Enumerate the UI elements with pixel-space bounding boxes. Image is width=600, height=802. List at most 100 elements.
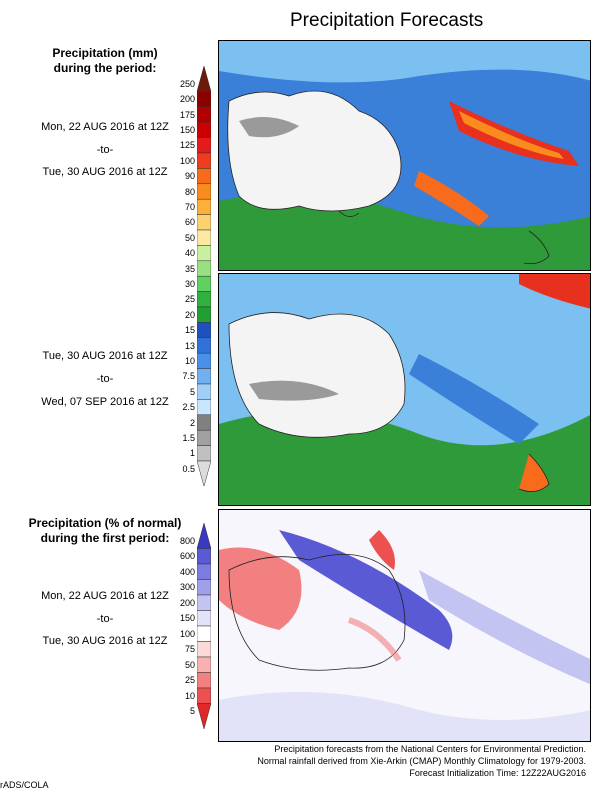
colorbar-tick-label: 10	[184, 355, 195, 366]
credit-text: rADS/COLA	[0, 780, 49, 790]
colorbar-segment	[197, 625, 211, 642]
colorbar-segment	[197, 672, 211, 689]
colorbar-segment	[197, 337, 211, 354]
colorbar-tick-label: 13	[184, 340, 195, 351]
colorbar-segment	[197, 579, 211, 596]
colorbar-tick-label: 25	[184, 675, 195, 686]
colorbar-tick-label: 1.5	[182, 432, 195, 443]
colorbar-segment	[197, 656, 211, 673]
colorbar-tick-label: 80	[184, 186, 195, 197]
colorbar-segment	[197, 383, 211, 400]
period2-separator: -to-	[96, 373, 114, 385]
precip-anomaly-map	[219, 510, 590, 741]
colorbar-segment	[197, 703, 211, 729]
colorbar-tick-label: 7.5	[182, 371, 195, 382]
period2-start: Tue, 30 AUG 2016 at 12Z	[42, 350, 168, 362]
colorbar-segment	[197, 214, 211, 231]
colorbar-tick-label: 300	[179, 582, 195, 593]
colorbar-tick-label: 400	[179, 566, 195, 577]
colorbar-segment	[197, 198, 211, 215]
period1-end: Tue, 30 AUG 2016 at 12Z	[42, 166, 168, 178]
colorbar-tick-label: 70	[184, 201, 195, 212]
colorbar-segment	[197, 152, 211, 169]
colorbar-segment	[197, 121, 211, 138]
colorbar-tick-label: 2	[189, 417, 195, 428]
colorbar-tick-label: 0.5	[182, 463, 195, 474]
colorbar-tick-label: 5	[189, 706, 195, 717]
colorbar-segment	[197, 183, 211, 200]
colorbar-tick-label: 25	[184, 294, 195, 305]
colorbar-tick-label: 20	[184, 309, 195, 320]
precip-map-week2	[219, 274, 590, 505]
colorbar-tick-label: 5	[189, 386, 195, 397]
colorbar-segment	[197, 229, 211, 246]
colorbar-tick-label: 90	[184, 171, 195, 182]
colorbar-tick-label: 50	[184, 232, 195, 243]
colorbar-segment	[197, 352, 211, 369]
colorbar-segment	[197, 322, 211, 339]
colorbar-tick-label: 250	[179, 78, 195, 89]
colorbar-segment	[197, 66, 211, 92]
colorbar-tick-label: 1	[189, 448, 195, 459]
colorbar-tick-label: 150	[179, 613, 195, 624]
colorbar-tick-label: 2.5	[182, 402, 195, 413]
colorbar-segment	[197, 245, 211, 262]
colorbar-tick-label: 10	[184, 690, 195, 701]
map-panel-anomaly	[218, 509, 591, 742]
colorbar-segment	[197, 275, 211, 292]
colorbar-tick-label: 30	[184, 278, 195, 289]
colorbar-segment	[197, 548, 211, 565]
map-panel-week2	[218, 273, 591, 506]
colorbar-tick-label: 75	[184, 644, 195, 655]
colorbar-segment	[197, 687, 211, 704]
map-panel-week1	[218, 40, 591, 271]
colorbar-tick-label: 60	[184, 217, 195, 228]
precip-heading-line1: Precipitation (mm)	[52, 46, 158, 60]
colorbar-segment	[197, 291, 211, 308]
colorbar-segment	[197, 91, 211, 108]
colorbar-tick-label: 40	[184, 248, 195, 259]
colorbar-tick-label: 50	[184, 659, 195, 670]
colorbar-segment	[197, 260, 211, 277]
colorbar-tick-label: 800	[179, 535, 195, 546]
percent-colorbar	[197, 523, 211, 729]
period3-start: Mon, 22 AUG 2016 at 12Z	[41, 590, 169, 602]
colorbar-tick-label: 125	[179, 140, 195, 151]
footer-normals: Normal rainfall derived from Xie-Arkin (…	[257, 756, 586, 766]
period1-start: Mon, 22 AUG 2016 at 12Z	[41, 121, 169, 133]
colorbar-segment	[197, 399, 211, 416]
colorbar-segment	[197, 137, 211, 154]
precip-heading: Precipitation (mm) during the period:	[0, 46, 210, 76]
percent-heading-line1: Precipitation (% of normal)	[28, 516, 182, 530]
colorbar-segment	[197, 563, 211, 580]
colorbar-tick-label: 175	[179, 109, 195, 120]
colorbar-segment	[197, 523, 211, 549]
percent-heading: Precipitation (% of normal) during the f…	[0, 516, 210, 546]
colorbar-segment	[197, 445, 211, 462]
footer-init-time: Forecast Initialization Time: 12Z22AUG20…	[409, 768, 586, 778]
colorbar-segment	[197, 594, 211, 611]
colorbar-segment	[197, 460, 211, 487]
colorbar-tick-label: 600	[179, 551, 195, 562]
colorbar-tick-label: 200	[179, 94, 195, 105]
colorbar-tick-label: 200	[179, 597, 195, 608]
colorbar-segment	[197, 106, 211, 123]
period3-end: Tue, 30 AUG 2016 at 12Z	[42, 635, 168, 647]
period1-separator: -to-	[96, 144, 114, 156]
colorbar-segment	[197, 368, 211, 385]
period2-end: Wed, 07 SEP 2016 at 12Z	[41, 396, 169, 408]
footer-source: Precipitation forecasts from the Nationa…	[274, 744, 586, 754]
page-title: Precipitation Forecasts	[290, 10, 484, 31]
colorbar-segment	[197, 429, 211, 446]
colorbar-segment	[197, 168, 211, 185]
period3-separator: -to-	[96, 613, 114, 625]
colorbar-segment	[197, 610, 211, 627]
precip-colorbar	[197, 66, 211, 487]
precip-map-week1	[219, 41, 590, 270]
colorbar-tick-label: 150	[179, 124, 195, 135]
precip-heading-line2: during the period:	[53, 61, 157, 75]
colorbar-tick-label: 15	[184, 325, 195, 336]
colorbar-segment	[197, 641, 211, 658]
colorbar-segment	[197, 414, 211, 431]
colorbar-tick-label: 100	[179, 155, 195, 166]
